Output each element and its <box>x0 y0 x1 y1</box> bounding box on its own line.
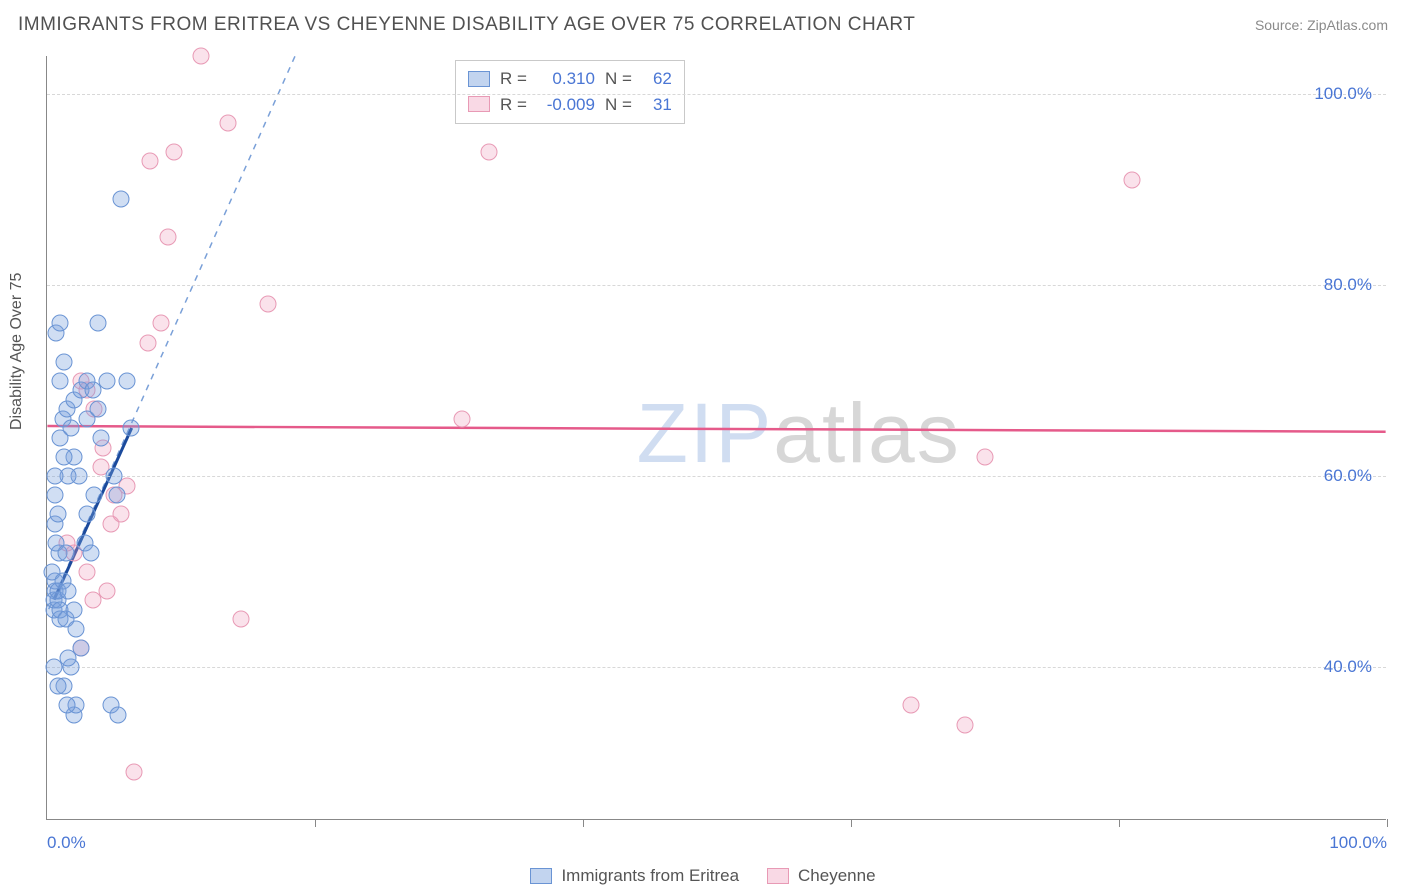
data-point-blue <box>52 372 69 389</box>
xtick <box>851 819 852 827</box>
data-point-blue <box>112 191 129 208</box>
data-point-pink <box>260 296 277 313</box>
data-point-blue <box>89 401 106 418</box>
gridline-h <box>47 667 1386 668</box>
data-point-blue <box>59 697 76 714</box>
data-point-pink <box>126 764 143 781</box>
gridline-h <box>47 476 1386 477</box>
data-point-blue <box>119 372 136 389</box>
data-point-pink <box>142 153 159 170</box>
data-point-blue <box>84 382 101 399</box>
watermark: ZIPatlas <box>637 385 961 482</box>
data-point-blue <box>89 315 106 332</box>
data-point-pink <box>112 506 129 523</box>
data-point-blue <box>45 659 62 676</box>
legend-item-pink: Cheyenne <box>767 866 876 886</box>
data-point-blue <box>63 420 80 437</box>
xtick-label: 0.0% <box>47 833 86 853</box>
legend-n-label: N = <box>605 92 632 118</box>
watermark-zip: ZIP <box>637 386 774 480</box>
data-point-pink <box>233 611 250 628</box>
data-point-pink <box>956 716 973 733</box>
data-point-blue <box>85 487 102 504</box>
data-point-blue <box>56 353 73 370</box>
ytick-label: 100.0% <box>1314 84 1372 104</box>
ytick-label: 80.0% <box>1324 275 1372 295</box>
data-point-pink <box>1124 172 1141 189</box>
data-point-blue <box>92 430 109 447</box>
data-point-pink <box>99 582 116 599</box>
data-point-blue <box>68 621 85 638</box>
data-point-blue <box>65 601 82 618</box>
data-point-pink <box>152 315 169 332</box>
xtick <box>1387 819 1388 827</box>
source-credit: Source: ZipAtlas.com <box>1255 17 1388 33</box>
gridline-h <box>47 94 1386 95</box>
legend-swatch-blue <box>468 71 490 87</box>
data-point-blue <box>99 372 116 389</box>
legend-row-pink: R = -0.009 N = 31 <box>468 92 672 118</box>
ytick-label: 60.0% <box>1324 466 1372 486</box>
data-point-pink <box>159 229 176 246</box>
legend-n-value-blue: 62 <box>642 66 672 92</box>
legend-r-value-blue: 0.310 <box>537 66 595 92</box>
legend-n-label: N = <box>605 66 632 92</box>
legend-swatch-pink <box>468 96 490 112</box>
legend-swatch-blue <box>530 868 552 884</box>
watermark-atlas: atlas <box>773 386 960 480</box>
data-point-blue <box>106 468 123 485</box>
trendlines-svg <box>47 56 1386 819</box>
data-point-blue <box>49 506 66 523</box>
data-point-blue <box>49 678 66 695</box>
legend-swatch-pink <box>767 868 789 884</box>
xtick <box>315 819 316 827</box>
data-point-pink <box>903 697 920 714</box>
data-point-pink <box>79 563 96 580</box>
legend-r-label: R = <box>500 66 527 92</box>
ytick-label: 40.0% <box>1324 657 1372 677</box>
data-point-blue <box>79 506 96 523</box>
legend-item-blue: Immigrants from Eritrea <box>530 866 739 886</box>
data-point-pink <box>84 592 101 609</box>
correlation-legend: R = 0.310 N = 62 R = -0.009 N = 31 <box>455 60 685 124</box>
data-point-pink <box>193 48 210 65</box>
data-point-blue <box>52 315 69 332</box>
xtick <box>1119 819 1120 827</box>
data-point-blue <box>60 649 77 666</box>
data-point-pink <box>454 410 471 427</box>
scatter-plot-area: ZIPatlas R = 0.310 N = 62 R = -0.009 N =… <box>46 56 1386 820</box>
data-point-blue <box>110 706 127 723</box>
data-point-blue <box>60 582 77 599</box>
gridline-h <box>47 285 1386 286</box>
legend-r-label: R = <box>500 92 527 118</box>
xtick-label: 100.0% <box>1329 833 1387 853</box>
data-point-blue <box>57 544 74 561</box>
data-point-blue <box>108 487 125 504</box>
legend-n-value-pink: 31 <box>642 92 672 118</box>
xtick <box>583 819 584 827</box>
chart-title: IMMIGRANTS FROM ERITREA VS CHEYENNE DISA… <box>18 14 915 36</box>
data-point-pink <box>481 143 498 160</box>
data-point-pink <box>219 114 236 131</box>
data-point-blue <box>47 468 64 485</box>
data-point-pink <box>977 449 994 466</box>
data-point-blue <box>123 420 140 437</box>
legend-label-pink: Cheyenne <box>798 866 876 886</box>
data-point-pink <box>139 334 156 351</box>
series-legend: Immigrants from Eritrea Cheyenne <box>0 866 1406 886</box>
data-point-pink <box>166 143 183 160</box>
data-point-blue <box>56 449 73 466</box>
legend-label-blue: Immigrants from Eritrea <box>561 866 739 886</box>
legend-r-value-pink: -0.009 <box>537 92 595 118</box>
data-point-blue <box>83 544 100 561</box>
y-axis-label: Disability Age Over 75 <box>8 273 26 430</box>
legend-row-blue: R = 0.310 N = 62 <box>468 66 672 92</box>
data-point-blue <box>47 487 64 504</box>
